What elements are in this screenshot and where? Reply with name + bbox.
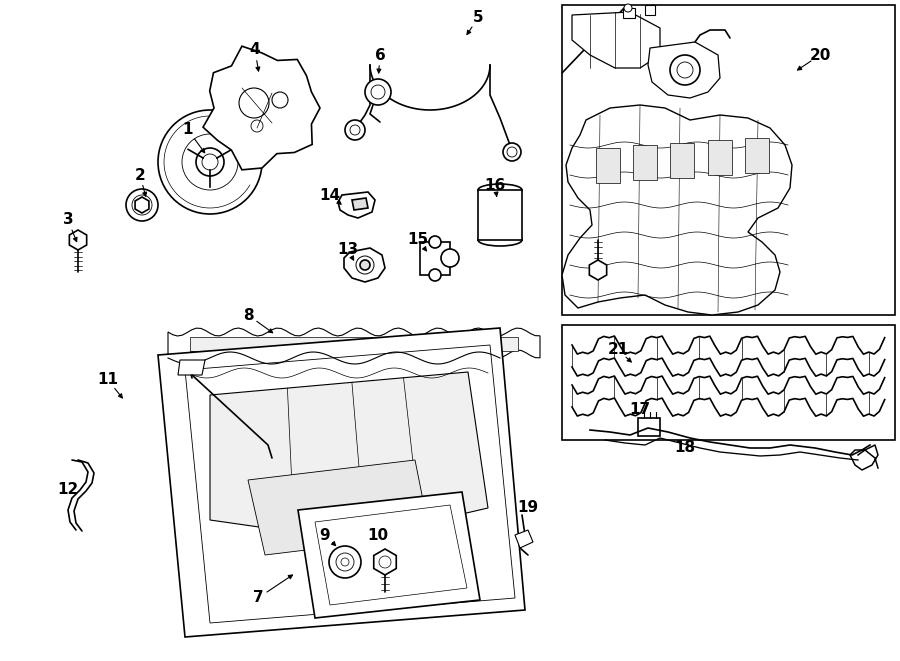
Polygon shape [344,248,385,282]
Polygon shape [596,148,620,183]
Circle shape [371,85,385,99]
Text: 8: 8 [243,307,253,323]
Circle shape [251,120,263,132]
Text: 14: 14 [320,188,340,202]
Text: 10: 10 [367,527,389,543]
Polygon shape [633,145,657,180]
Text: 3: 3 [63,212,73,227]
Polygon shape [248,460,430,555]
Polygon shape [648,42,720,98]
Text: 19: 19 [518,500,538,516]
Polygon shape [298,492,480,618]
Polygon shape [315,505,467,605]
Circle shape [624,4,632,12]
Text: 7: 7 [253,590,264,605]
Circle shape [126,189,158,221]
Circle shape [429,269,441,281]
Circle shape [503,143,521,161]
Bar [562,325,895,440]
Circle shape [365,79,391,105]
Ellipse shape [483,210,517,220]
Polygon shape [590,260,607,280]
Polygon shape [168,328,540,358]
Circle shape [137,200,147,210]
Circle shape [379,556,391,568]
Text: 4: 4 [249,42,260,58]
Circle shape [158,110,262,214]
Polygon shape [338,192,375,218]
Circle shape [182,134,238,190]
Polygon shape [69,230,86,250]
Polygon shape [374,549,396,575]
Polygon shape [352,198,368,210]
Polygon shape [562,105,792,315]
Polygon shape [708,140,732,175]
Circle shape [341,558,349,566]
Text: 11: 11 [97,373,119,387]
Circle shape [196,148,224,176]
Polygon shape [745,138,769,173]
Ellipse shape [478,184,522,196]
Circle shape [202,154,218,170]
Circle shape [441,249,459,267]
Text: 9: 9 [320,527,330,543]
Circle shape [272,92,288,108]
Polygon shape [203,46,320,170]
Circle shape [345,120,365,140]
Circle shape [239,88,269,118]
Polygon shape [638,418,660,436]
Text: 2: 2 [135,167,146,182]
Ellipse shape [478,234,522,246]
Text: 6: 6 [374,48,385,63]
Circle shape [670,55,700,85]
Polygon shape [515,530,533,548]
Text: 13: 13 [338,243,358,258]
Polygon shape [135,197,148,213]
Text: 21: 21 [608,342,628,358]
Circle shape [360,260,370,270]
Circle shape [429,236,441,248]
Polygon shape [623,8,635,18]
Text: 5: 5 [472,11,483,26]
Text: 18: 18 [674,440,696,455]
Polygon shape [420,242,450,275]
Polygon shape [645,5,655,15]
Text: 15: 15 [408,233,428,247]
Circle shape [336,553,354,571]
Circle shape [350,125,360,135]
Circle shape [329,546,361,578]
Bar [562,5,895,315]
Circle shape [507,147,517,157]
Polygon shape [178,360,205,375]
Text: 16: 16 [484,178,506,192]
Text: 20: 20 [809,48,831,63]
Polygon shape [478,190,522,240]
Polygon shape [185,345,515,623]
Circle shape [677,62,693,78]
Polygon shape [572,12,660,68]
Polygon shape [190,337,518,351]
Polygon shape [670,143,694,178]
Text: 1: 1 [183,122,194,137]
Text: 12: 12 [58,483,78,498]
Polygon shape [210,372,488,540]
Circle shape [132,195,152,215]
Polygon shape [158,328,525,637]
Circle shape [356,256,374,274]
Text: 17: 17 [629,403,651,418]
